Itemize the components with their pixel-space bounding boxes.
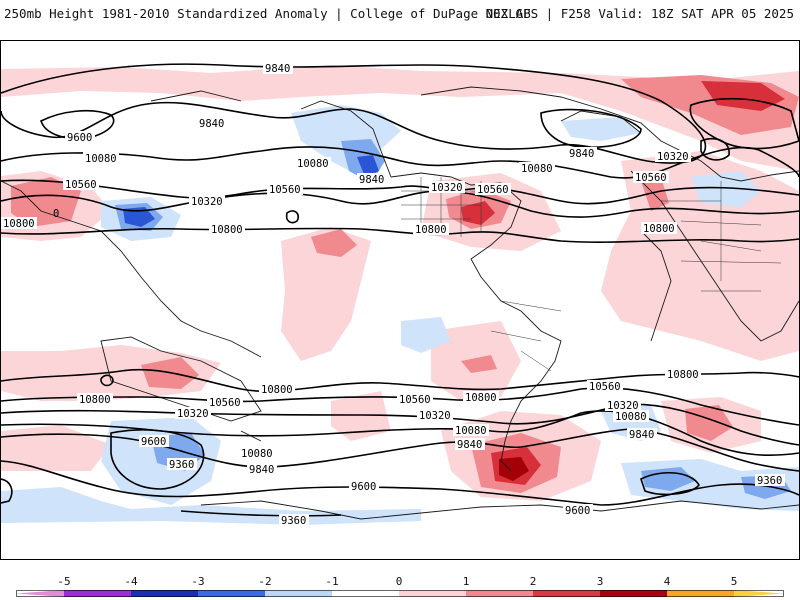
- contour-10320-south: [1, 403, 799, 446]
- colorbar-segment: [198, 590, 265, 597]
- contour-closed-3: [1, 478, 13, 504]
- contour-label: 9840: [249, 464, 274, 476]
- contour-label: 10320: [607, 400, 639, 412]
- contour-label: 0: [53, 208, 59, 220]
- contour-label: 9840: [265, 63, 290, 75]
- contour-label: 9360: [169, 459, 194, 471]
- contour-label: 9600: [351, 481, 376, 493]
- contour-label: 10560: [589, 381, 621, 393]
- contour-9360-south: [180, 510, 342, 517]
- colorbar-segment: [131, 590, 198, 597]
- contour-9840-arctic: [540, 108, 642, 149]
- contour-label: 9600: [67, 132, 92, 144]
- extreme-positive-shading: [499, 457, 529, 481]
- colorbar-segment: [667, 590, 734, 597]
- contour-9600-south-band: [1, 460, 799, 506]
- colorbar-right-arrow: [734, 590, 784, 597]
- colorbar-tick-label: 2: [529, 575, 537, 588]
- colorbar-tick-label: -5: [57, 575, 71, 588]
- contour-label: 10560: [635, 172, 667, 184]
- map-panel: 9840 9600 9840 10080 10560 10800 10080 1…: [0, 40, 800, 560]
- contour-label: 9840: [569, 148, 594, 160]
- colorbar-segment: [64, 590, 131, 597]
- colorbar-tick-label: 0: [395, 575, 403, 588]
- contour-label: 10080: [615, 411, 647, 423]
- colorbar-tick-label: -2: [258, 575, 272, 588]
- colorbar-tick-label: 3: [596, 575, 604, 588]
- height-contours: [1, 63, 799, 517]
- contour-label: 10800: [465, 392, 497, 404]
- contour-label: 10320: [657, 151, 689, 163]
- contour-closed-2: [700, 137, 730, 161]
- contour-9840-asia: [689, 98, 799, 150]
- colorbar-segment: [533, 590, 600, 597]
- colorbar-scale: [16, 590, 784, 597]
- contour-label: 9360: [757, 475, 782, 487]
- contour-closed-1: [100, 374, 114, 387]
- contour-10320-north: [1, 179, 799, 205]
- model-run-info: 00Z GFS | F258 Valid: 18Z SAT APR 05 202…: [485, 6, 794, 21]
- contour-label: 9840: [629, 429, 654, 441]
- contour-label: 10080: [521, 163, 553, 175]
- colorbar-tick-label: -3: [191, 575, 205, 588]
- contour-9600-south: [110, 429, 205, 490]
- colorbar-tick-label: -1: [325, 575, 339, 588]
- contour-label: 10800: [667, 369, 699, 381]
- contour-label: 10800: [79, 394, 111, 406]
- colorbar-segment: [265, 590, 332, 597]
- map-title: 250mb Height 1981-2010 Standardized Anom…: [4, 6, 531, 21]
- contour-label: 9600: [565, 505, 590, 517]
- colorbar-left-arrow: [16, 590, 64, 597]
- header: 250mb Height 1981-2010 Standardized Anom…: [0, 0, 800, 40]
- contour-label: 9360: [281, 515, 306, 527]
- contour-label: 10800: [643, 223, 675, 235]
- strong-negative-shading: [123, 155, 379, 227]
- contour-10080-north: [1, 146, 799, 179]
- contour-label: 10800: [261, 384, 293, 396]
- contour-label: 10320: [191, 196, 223, 208]
- colorbar-segment: [600, 590, 667, 597]
- contour-label: 10080: [455, 425, 487, 437]
- colorbar-tick-label: 4: [663, 575, 671, 588]
- contour-label: 9840: [199, 118, 224, 130]
- contour-9600-north: [40, 109, 115, 140]
- contour-label: 10560: [399, 394, 431, 406]
- contour-label: 10560: [477, 184, 509, 196]
- contour-closed-0: [285, 210, 300, 224]
- colorbar-tick-label: 5: [730, 575, 738, 588]
- contour-label: 10080: [297, 158, 329, 170]
- contour-10560-south: [1, 387, 799, 426]
- contour-label: 10320: [431, 182, 463, 194]
- contour-label: 10080: [85, 153, 117, 165]
- contour-label: 10800: [211, 224, 243, 236]
- contour-label: 10560: [269, 184, 301, 196]
- colorbar-tick-label: -4: [124, 575, 138, 588]
- contour-label: 10560: [65, 179, 97, 191]
- colorbar-tick-label: 1: [462, 575, 470, 588]
- colorbar-segment: [332, 590, 399, 597]
- contour-label: 10800: [415, 224, 447, 236]
- contour-9360-east: [640, 471, 700, 496]
- contour-labels: 9840 9600 9840 10080 10560 10800 10080 1…: [1, 62, 785, 527]
- contour-label: 10560: [209, 397, 241, 409]
- colorbar-segment: [466, 590, 533, 597]
- colorbar: -5 -4 -3 -2 -1 0 1 2 3 4 5: [0, 572, 800, 600]
- contour-label: 9840: [457, 439, 482, 451]
- colorbar-segment: [399, 590, 466, 597]
- contour-10560-north: [1, 190, 799, 218]
- contour-label: 9600: [141, 436, 166, 448]
- contour-label: 10320: [419, 410, 451, 422]
- contour-label: 9840: [359, 174, 384, 186]
- contour-9840-south: [1, 428, 799, 472]
- anomaly-map: 9840 9600 9840 10080 10560 10800 10080 1…: [1, 62, 799, 527]
- contour-label: 10800: [3, 218, 35, 230]
- contour-label: 10320: [177, 408, 209, 420]
- contour-label: 10080: [241, 448, 273, 460]
